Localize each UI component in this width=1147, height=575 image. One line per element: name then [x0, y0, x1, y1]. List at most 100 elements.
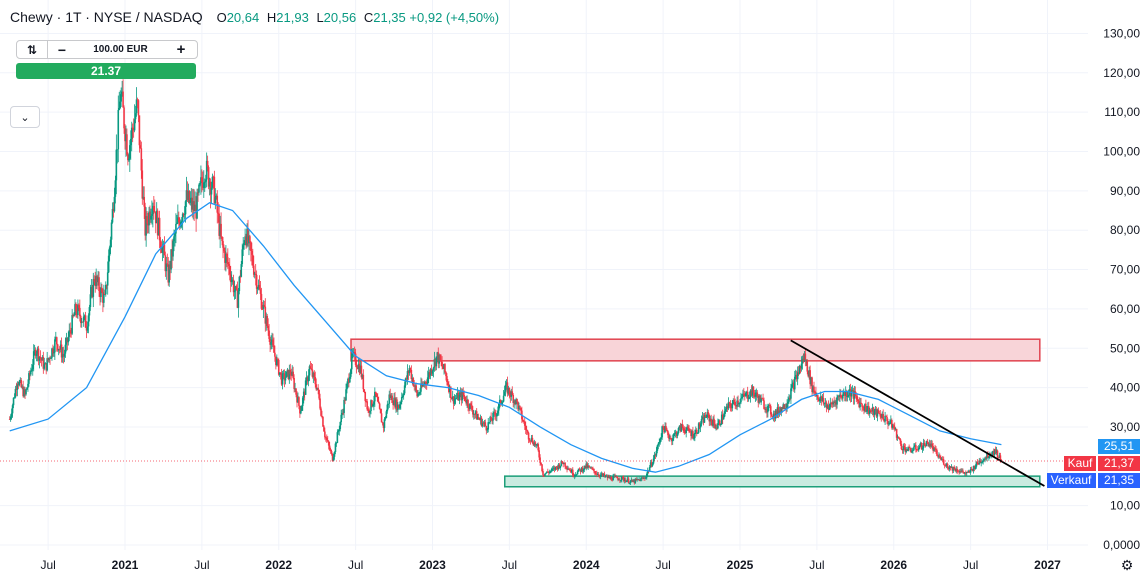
candle-body: [97, 277, 99, 283]
candle-body: [981, 462, 983, 463]
candle-body: [802, 358, 805, 362]
candle-body: [826, 405, 829, 409]
candle-body: [229, 274, 232, 283]
candle-body: [902, 445, 905, 451]
decrease-amount-button[interactable]: −: [57, 41, 67, 58]
candle-body: [206, 160, 209, 168]
order-amount-box: ⇅ − 100.00 EUR +: [16, 40, 198, 59]
candle-body: [437, 352, 440, 364]
candle-body: [552, 467, 555, 469]
candle-body: [393, 397, 395, 406]
candle-body: [762, 398, 764, 401]
high-value: 21,93: [276, 10, 309, 25]
candle-body: [424, 382, 426, 385]
high-label: H: [266, 10, 277, 25]
candle-body: [459, 392, 462, 395]
candle-body: [282, 373, 285, 375]
candle-body: [474, 411, 477, 415]
candle-body: [561, 461, 564, 464]
candle-body: [385, 411, 388, 418]
candle-body: [320, 408, 322, 416]
symbol-title[interactable]: Chewy · 1T · NYSE / NASDAQ: [10, 9, 203, 25]
candle-body: [157, 217, 160, 236]
candle-body: [107, 255, 110, 273]
candle-body: [419, 391, 421, 394]
candle-body: [20, 380, 23, 388]
candle-body: [612, 476, 614, 481]
close-value: 21,35: [373, 10, 406, 25]
candle-body: [493, 412, 495, 414]
candle-body: [102, 292, 104, 303]
candle-body: [842, 394, 844, 399]
candle-body: [945, 463, 948, 467]
candle-body: [65, 337, 68, 345]
candle-body: [840, 394, 842, 398]
candle-body: [511, 391, 514, 395]
candle-body: [922, 442, 925, 448]
amount-input[interactable]: 100.00 EUR: [93, 44, 148, 55]
candle-body: [66, 337, 69, 343]
candle-body: [196, 192, 198, 219]
sell-label-badge: [1047, 473, 1096, 488]
candle-body: [563, 462, 565, 465]
candle-body: [191, 197, 194, 210]
collapse-button[interactable]: ⌄: [10, 106, 40, 128]
candle-body: [220, 223, 222, 237]
candle-body: [96, 276, 98, 283]
candle-body: [805, 360, 808, 361]
candle-body: [959, 471, 961, 473]
candle-body: [73, 315, 75, 317]
candle-body: [10, 413, 13, 417]
candle-body: [662, 426, 664, 428]
candle-body: [431, 370, 434, 374]
candle-body: [479, 417, 482, 420]
candle-body: [267, 325, 269, 331]
candle-body: [227, 264, 230, 266]
candle-body: [289, 369, 292, 375]
x-tick-label: Jul: [502, 558, 517, 572]
candle-body: [173, 236, 175, 242]
candle-body: [439, 354, 441, 361]
candle-body: [931, 443, 933, 447]
resistance-zone[interactable]: [350, 338, 1041, 362]
candle-body: [804, 353, 807, 361]
candle-body: [673, 433, 676, 435]
candle-body: [912, 449, 914, 451]
candle-body: [154, 212, 157, 224]
candle-body: [46, 358, 48, 371]
candle-body: [782, 404, 785, 410]
candle-body: [12, 397, 15, 406]
gear-icon[interactable]: ⚙: [1120, 556, 1134, 573]
candle-body: [148, 211, 150, 226]
candle-body: [355, 364, 358, 368]
candle-body: [41, 356, 44, 361]
candle-body: [224, 250, 226, 263]
buy-price-button[interactable]: 21.37: [16, 63, 196, 79]
candle-body: [121, 91, 123, 95]
candle-body: [681, 424, 684, 428]
candle-body: [59, 344, 62, 350]
candle-body: [737, 400, 739, 405]
candle-body: [94, 281, 97, 287]
candle-body: [941, 459, 944, 460]
candle-body: [101, 287, 103, 293]
candle-body: [757, 396, 760, 403]
candle-body: [185, 190, 188, 202]
candle-body: [739, 402, 741, 404]
candle-body: [33, 349, 36, 352]
candle-body: [699, 424, 702, 428]
candle-body: [898, 438, 901, 440]
candle-body: [131, 127, 134, 129]
increase-amount-button[interactable]: +: [176, 41, 186, 58]
candle-body: [361, 374, 364, 378]
candle-body: [622, 477, 625, 481]
candle-body: [920, 442, 923, 450]
support-zone[interactable]: [504, 475, 1041, 488]
candle-body: [29, 373, 31, 375]
candle-body: [765, 408, 767, 410]
candle-body: [562, 463, 564, 465]
chart-type-button[interactable]: ⇅: [17, 41, 48, 58]
candle-body: [672, 434, 675, 439]
candle-body: [670, 438, 672, 439]
